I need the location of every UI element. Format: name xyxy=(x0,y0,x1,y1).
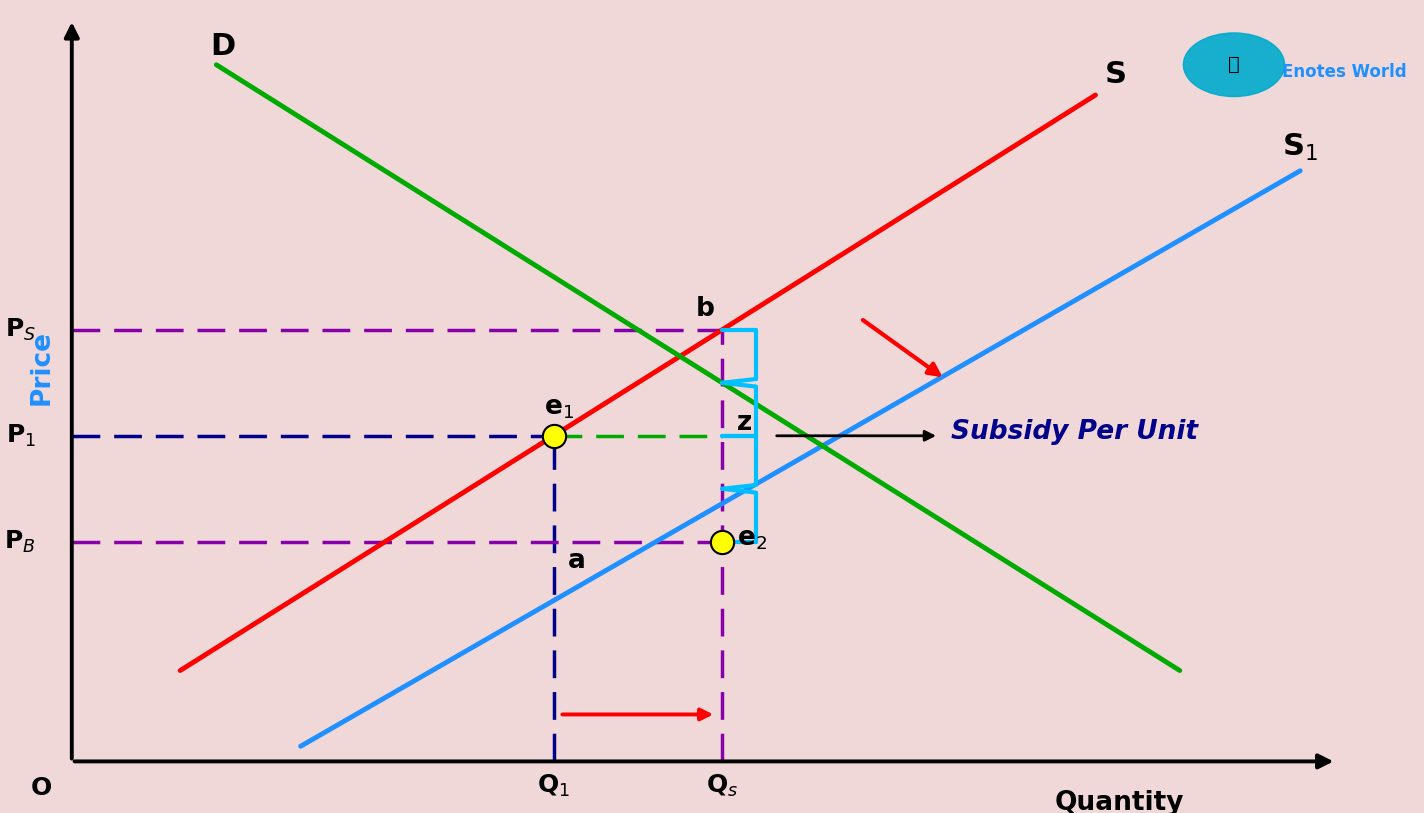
Text: a: a xyxy=(568,548,585,574)
Text: S: S xyxy=(1105,60,1128,89)
Text: Q$_s$: Q$_s$ xyxy=(706,773,738,799)
Text: O: O xyxy=(31,776,53,800)
Text: Subsidy Per Unit: Subsidy Per Unit xyxy=(951,419,1198,445)
Text: 📚: 📚 xyxy=(1227,55,1240,74)
Text: Q$_1$: Q$_1$ xyxy=(537,773,570,799)
Circle shape xyxy=(1183,33,1284,97)
Text: P$_S$: P$_S$ xyxy=(4,317,36,343)
Text: Enotes World: Enotes World xyxy=(1282,63,1407,81)
Text: P$_1$: P$_1$ xyxy=(6,423,36,449)
Text: z: z xyxy=(736,410,752,436)
Point xyxy=(711,535,733,548)
Text: e$_1$: e$_1$ xyxy=(544,395,574,421)
Text: P$_B$: P$_B$ xyxy=(4,528,36,555)
Text: D: D xyxy=(211,32,235,61)
Text: Price: Price xyxy=(28,330,54,405)
Text: S$_1$: S$_1$ xyxy=(1282,132,1319,163)
Text: b: b xyxy=(696,296,715,322)
Text: Quantity: Quantity xyxy=(1055,790,1185,813)
Point xyxy=(543,429,565,442)
Text: e$_2$: e$_2$ xyxy=(736,526,766,552)
